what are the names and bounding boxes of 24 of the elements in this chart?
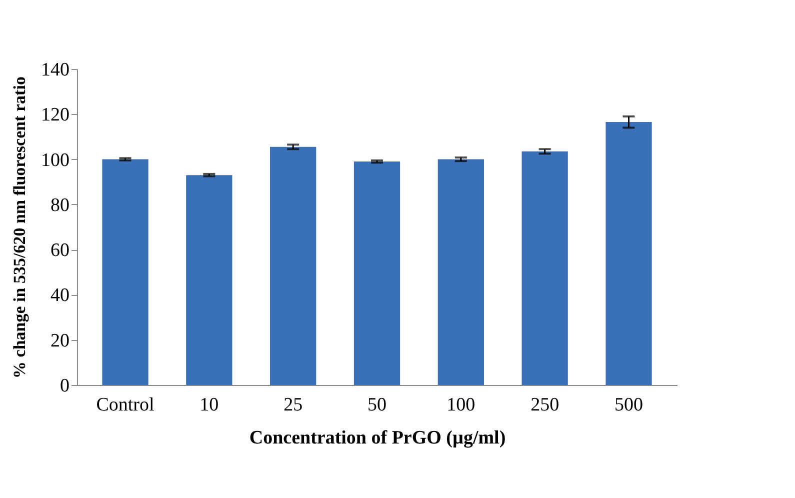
y-tick-label: 60: [50, 240, 70, 262]
bar: [438, 159, 484, 385]
y-tick-label: 20: [50, 330, 70, 352]
y-tick-label: 80: [50, 194, 70, 216]
x-tick-label: 10: [200, 394, 219, 416]
bar: [354, 162, 400, 385]
x-tick-label: 25: [284, 394, 303, 416]
x-tick-label: 100: [446, 394, 476, 416]
y-tick-label: 40: [50, 285, 70, 306]
x-tick-label: 500: [614, 394, 643, 416]
x-tick-label: 250: [530, 394, 560, 416]
bar: [522, 151, 568, 385]
x-axis-title: Concentration of PrGO (µg/ml): [249, 428, 506, 448]
y-tick-label: 0: [60, 376, 70, 396]
x-tick-label: 50: [368, 394, 386, 416]
bar: [186, 175, 232, 385]
bar: [102, 159, 148, 385]
y-tick-label: 120: [41, 104, 70, 126]
y-tick-label: 100: [41, 150, 70, 171]
bar: [606, 122, 652, 385]
y-axis-title: % change in 535/620 nm fluorescent ratio: [10, 76, 29, 378]
bar: [270, 146, 316, 385]
y-tick-label: 140: [41, 60, 70, 80]
x-tick-label: Control: [96, 394, 154, 416]
